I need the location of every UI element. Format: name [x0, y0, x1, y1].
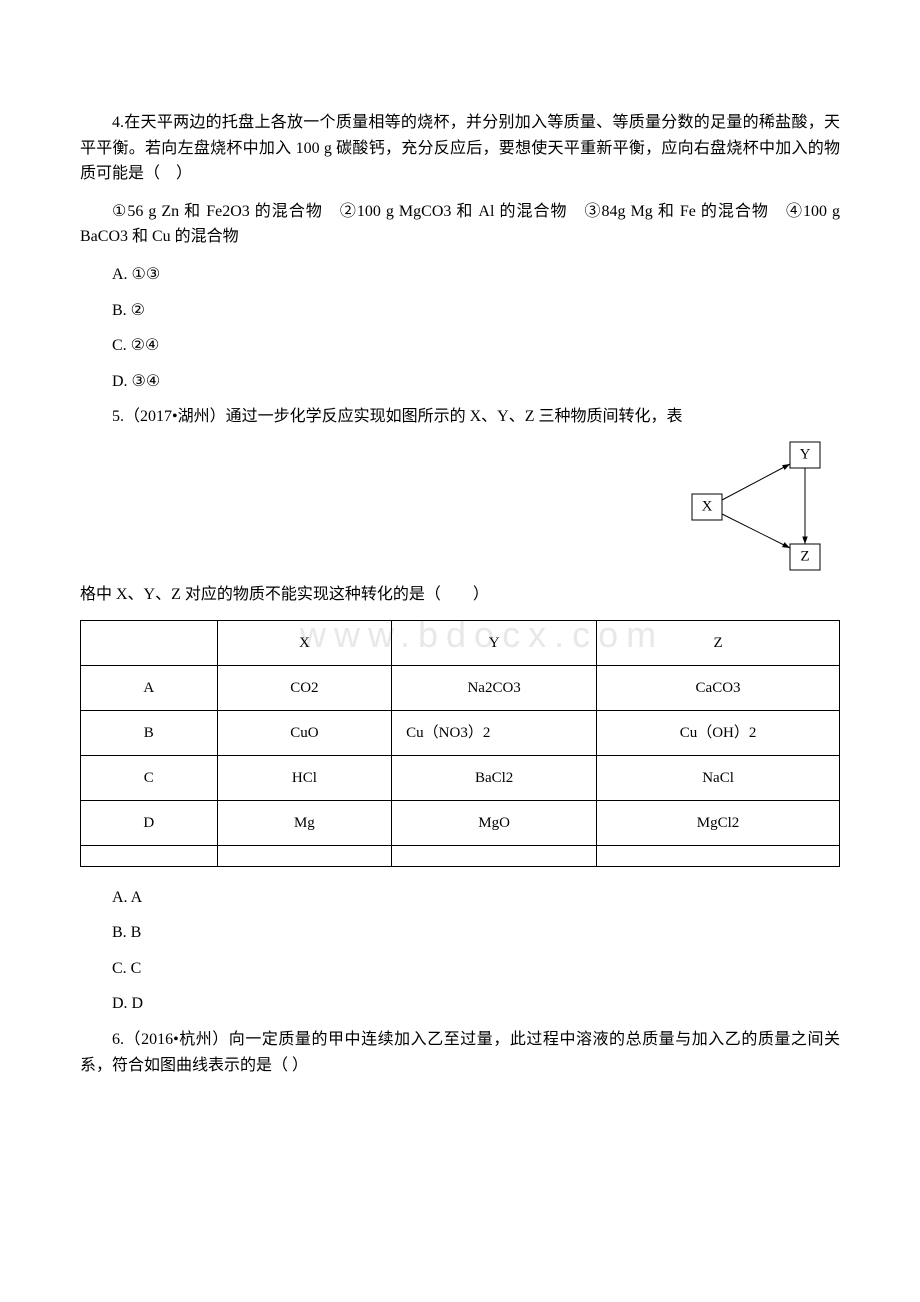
table-cell: Cu（NO3）2: [392, 710, 597, 755]
table-cell: A: [81, 665, 218, 710]
q4-option-d: D. ③④: [80, 369, 840, 395]
table-row: CHClBaCl2NaCl: [81, 755, 840, 800]
q4-option-c: C. ②④: [80, 333, 840, 359]
q5-diagram: X Y Z: [680, 434, 830, 574]
svg-text:X: X: [702, 499, 713, 515]
table-cell: HCl: [217, 755, 392, 800]
q5-table: www.bdocx.com XYZACO2Na2CO3CaCO3BCuOCu（N…: [80, 620, 840, 867]
table-header: Z: [597, 620, 840, 665]
table-cell: Cu（OH）2: [597, 710, 840, 755]
table-cell: [217, 845, 392, 866]
q4-option-b: B. ②: [80, 298, 840, 324]
q5-option-a: A. A: [80, 885, 840, 911]
table-cell: [392, 845, 597, 866]
q6-text: 6.（2016•杭州）向一定质量的甲中连续加入乙至过量，此过程中溶液的总质量与加…: [80, 1027, 840, 1078]
table-header: Y: [392, 620, 597, 665]
q5-text-bottom: 格中 X、Y、Z 对应的物质不能实现这种转化的是（ ）: [80, 582, 840, 608]
table-cell: [597, 845, 840, 866]
q5-option-d: D. D: [80, 991, 840, 1017]
table-row: DMgMgOMgCl2: [81, 800, 840, 845]
table-cell: Na2CO3: [392, 665, 597, 710]
q5-option-b: B. B: [80, 920, 840, 946]
q4-items: ①56 g Zn 和 Fe2O3 的混合物 ②100 g MgCO3 和 Al …: [80, 199, 840, 250]
table-cell: CuO: [217, 710, 392, 755]
table-header: X: [217, 620, 392, 665]
table-cell: [81, 845, 218, 866]
q5-text-top: 5.（2017•湖州）通过一步化学反应实现如图所示的 X、Y、Z 三种物质间转化…: [80, 404, 840, 430]
table-header: [81, 620, 218, 665]
table-cell: B: [81, 710, 218, 755]
svg-text:Z: Z: [800, 549, 809, 565]
table-cell: BaCl2: [392, 755, 597, 800]
table-cell: Mg: [217, 800, 392, 845]
svg-text:Y: Y: [800, 447, 811, 463]
table-cell: MgCl2: [597, 800, 840, 845]
table-cell: C: [81, 755, 218, 800]
table-cell: D: [81, 800, 218, 845]
q4-option-a: A. ①③: [80, 262, 840, 288]
table-row: ACO2Na2CO3CaCO3: [81, 665, 840, 710]
table-cell: CO2: [217, 665, 392, 710]
table-cell: NaCl: [597, 755, 840, 800]
q4-text: 4.在天平两边的托盘上各放一个质量相等的烧杯，并分别加入等质量、等质量分数的足量…: [80, 110, 840, 187]
q5-option-c: C. C: [80, 956, 840, 982]
table-cell: CaCO3: [597, 665, 840, 710]
table-row: [81, 845, 840, 866]
table-cell: MgO: [392, 800, 597, 845]
q5-container: 5.（2017•湖州）通过一步化学反应实现如图所示的 X、Y、Z 三种物质间转化…: [80, 404, 840, 607]
table-row: BCuOCu（NO3）2Cu（OH）2: [81, 710, 840, 755]
